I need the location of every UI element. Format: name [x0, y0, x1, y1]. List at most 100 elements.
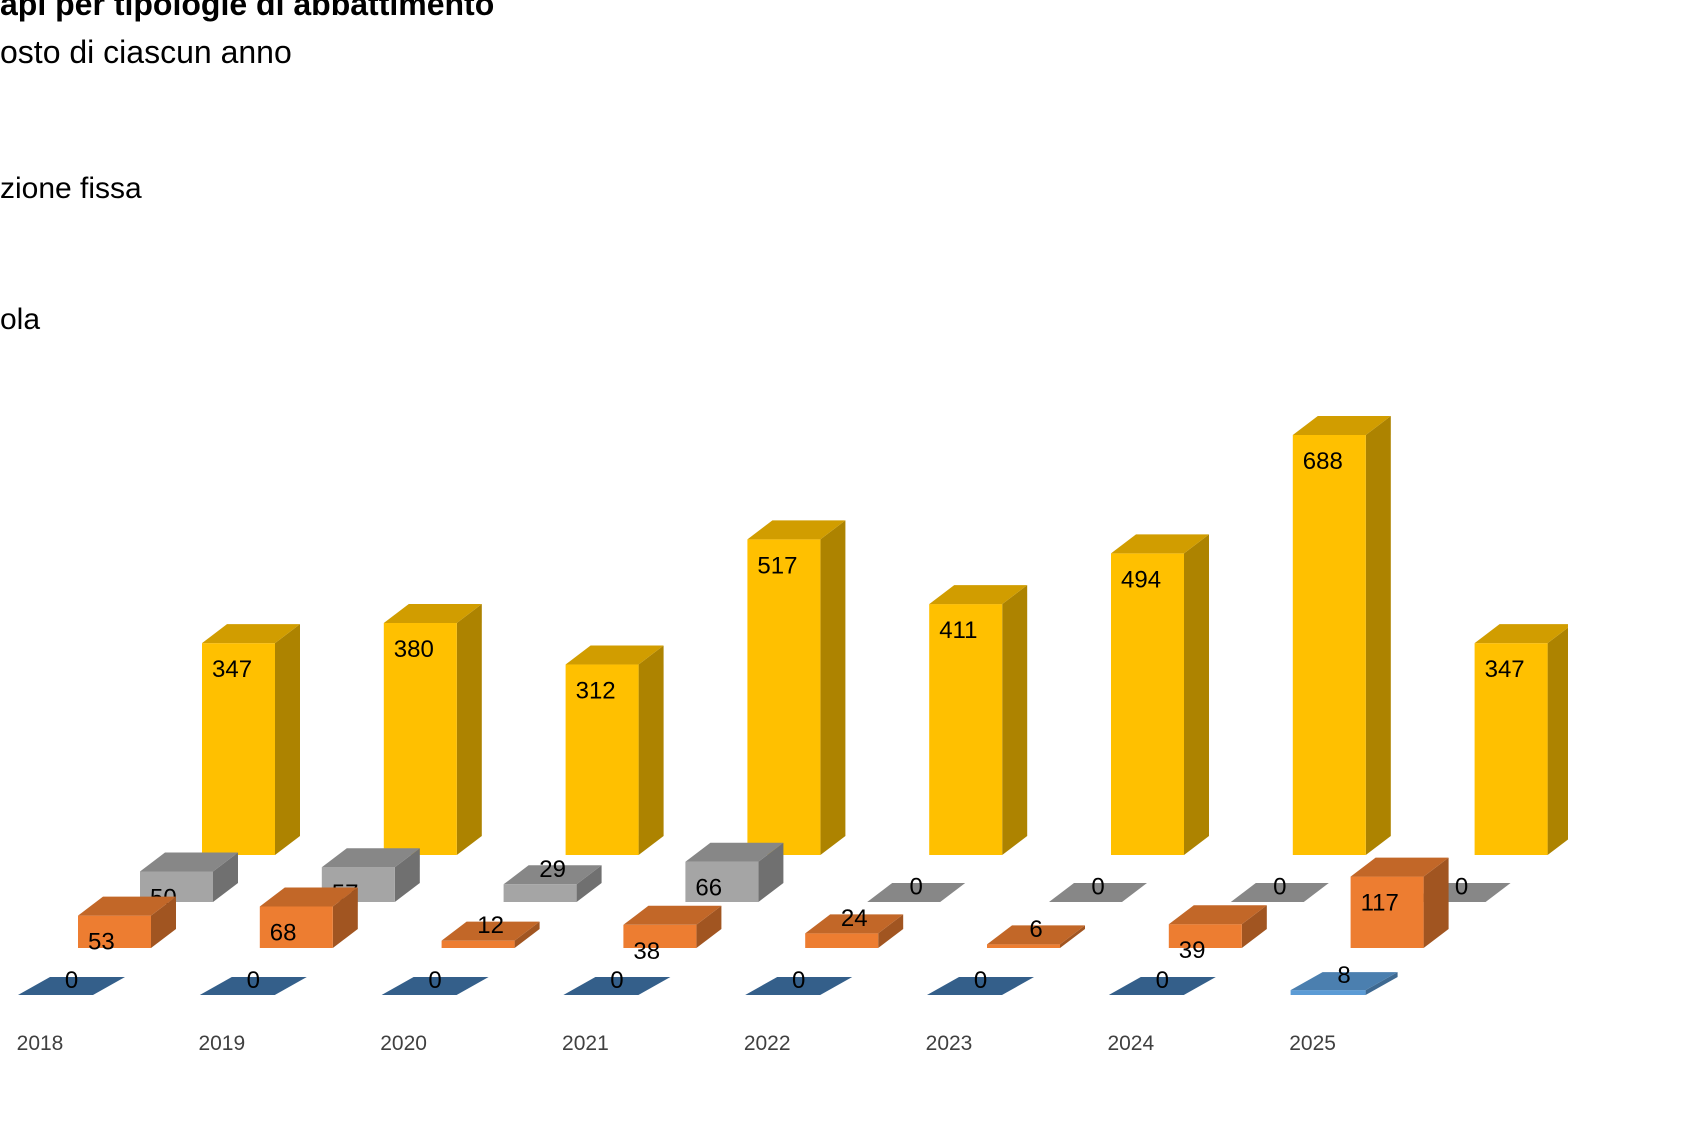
bar-side	[456, 604, 482, 855]
data-label: 0	[1273, 874, 1286, 901]
bar-top	[1292, 415, 1391, 435]
bar-front	[1290, 990, 1366, 995]
data-label: 0	[792, 967, 805, 994]
bar-side	[576, 865, 602, 902]
x-tick-label: 2025	[1289, 1032, 1336, 1054]
bar-top	[1474, 624, 1568, 644]
bar-top	[747, 520, 846, 540]
data-label: 312	[576, 678, 616, 705]
data-label: 517	[757, 552, 797, 579]
data-label: 6	[1029, 916, 1042, 943]
chart-subtitle: osto di ciascun anno	[0, 34, 292, 70]
bar-s4-2025	[1474, 624, 1568, 855]
bar-top	[685, 842, 784, 862]
bar-side	[151, 896, 176, 948]
bar-s3-2021	[685, 842, 784, 902]
bar-s1-2019	[199, 977, 307, 995]
bar-side	[878, 914, 904, 948]
bar-s1-2021	[563, 977, 671, 995]
bar-s4-2018	[202, 624, 300, 855]
bar-s4-2023	[1111, 534, 1209, 855]
data-label: 0	[1455, 874, 1468, 901]
bar-side	[820, 520, 846, 855]
bar-top	[929, 585, 1028, 605]
bar-side	[1241, 905, 1267, 948]
data-label: 0	[974, 967, 987, 994]
bar-s4-2022	[929, 585, 1028, 855]
bar-top	[563, 977, 671, 995]
bar-front	[1292, 434, 1366, 855]
data-label: 347	[212, 656, 252, 683]
bar-side	[696, 905, 722, 948]
bar-s1-2020	[381, 977, 489, 995]
bar-s1-2025	[1290, 972, 1398, 995]
bar-s2-2020	[441, 921, 540, 948]
bar-top	[805, 914, 904, 934]
data-label: 66	[695, 875, 722, 902]
bar-top	[1230, 883, 1329, 902]
bar-side	[213, 852, 238, 902]
bar-side	[332, 887, 358, 948]
data-label: 380	[394, 636, 434, 663]
bar-side	[275, 624, 300, 855]
bar-chart-3d: 3473803125174114946883475057296600005368…	[17, 415, 1568, 1054]
bar-side	[638, 645, 664, 855]
bar-front	[202, 643, 275, 855]
data-label: 0	[428, 967, 441, 994]
bar-top	[1049, 883, 1147, 902]
bar-front	[1111, 553, 1184, 855]
bar-top	[1108, 977, 1216, 995]
bar-top	[441, 921, 540, 941]
bar-top	[199, 977, 307, 995]
data-label: 39	[1179, 937, 1206, 964]
bar-s2-2025	[1350, 857, 1449, 948]
bar-side	[394, 848, 420, 902]
bar-top	[202, 624, 300, 644]
bar-top	[987, 925, 1085, 945]
bar-front	[1350, 876, 1424, 948]
bar-s2-2019	[259, 887, 358, 948]
data-label: 12	[477, 912, 504, 939]
bar-front	[929, 604, 1003, 855]
bar-s2-2021	[623, 905, 722, 948]
bar-side	[1365, 972, 1398, 995]
data-label: 8	[1337, 962, 1350, 989]
data-label: 0	[1156, 967, 1169, 994]
bar-front	[805, 933, 879, 948]
data-label: 29	[539, 856, 566, 883]
bar-top	[503, 865, 602, 885]
data-label: 0	[65, 967, 78, 994]
data-label: 68	[270, 919, 297, 946]
bar-top	[1350, 857, 1449, 877]
data-label: 688	[1303, 448, 1343, 475]
bar-front	[685, 861, 759, 902]
bar-front	[1474, 643, 1548, 855]
x-tick-label: 2018	[17, 1032, 64, 1054]
bar-s3-2022	[867, 883, 966, 902]
bar-top	[259, 887, 358, 907]
data-label: 117	[1361, 890, 1399, 917]
bar-top	[78, 896, 176, 916]
bar-top	[927, 977, 1034, 995]
bar-s2-2022	[805, 914, 904, 948]
bar-side	[514, 921, 540, 948]
bar-top	[18, 977, 125, 995]
x-tick-label: 2023	[926, 1032, 973, 1054]
bar-front	[623, 924, 697, 948]
data-label: 53	[88, 929, 115, 956]
data-label: 347	[1485, 656, 1525, 683]
x-tick-label: 2022	[744, 1032, 791, 1054]
bar-s3-2023	[1049, 883, 1147, 902]
bar-top	[565, 645, 664, 665]
bar-s1-2023	[927, 977, 1034, 995]
bar-front	[987, 944, 1060, 948]
bar-s3-2024	[1230, 883, 1329, 902]
bar-s2-2024	[1168, 905, 1267, 948]
bar-side	[1547, 627, 1568, 855]
chart-title: api per tipologie di abbattimento	[0, 0, 495, 22]
bar-s1-2018	[18, 977, 125, 995]
bar-s4-2020	[565, 645, 664, 855]
bar-top	[381, 977, 489, 995]
bar-s1-2022	[745, 977, 853, 995]
bar-side	[1184, 534, 1209, 855]
